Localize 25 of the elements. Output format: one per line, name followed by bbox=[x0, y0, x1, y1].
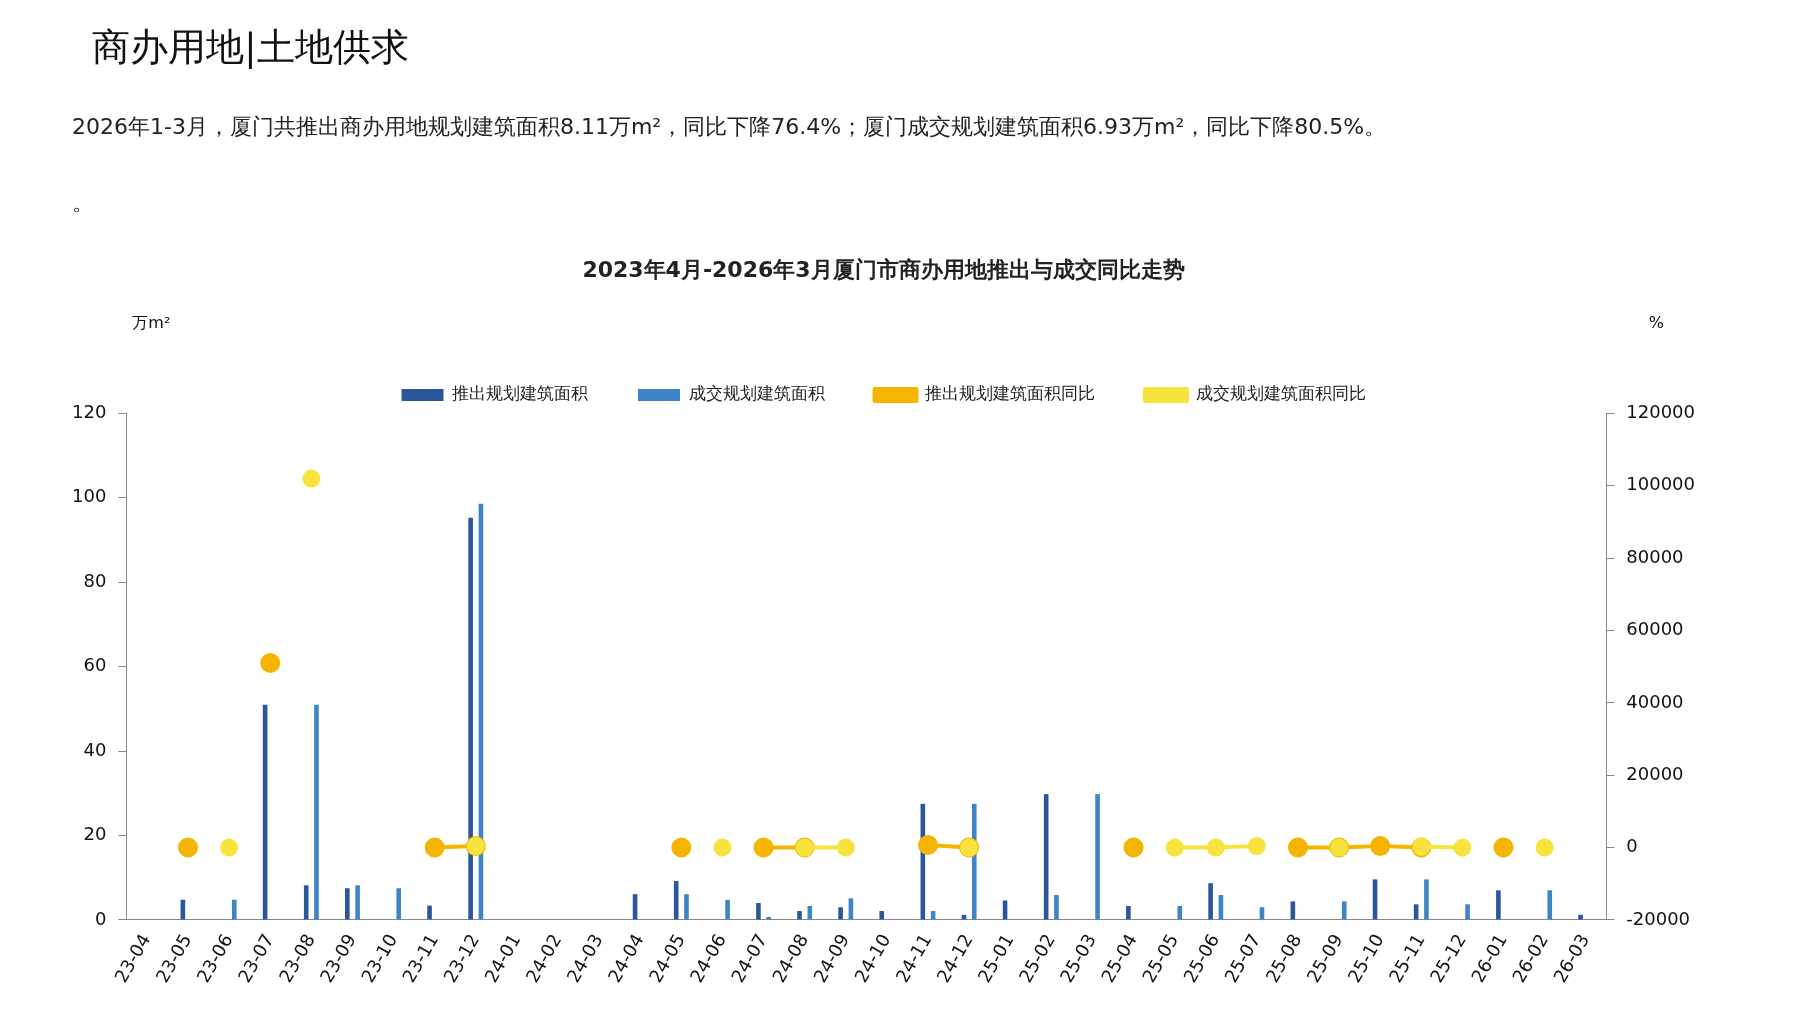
y-tick-label: 100 bbox=[72, 485, 107, 507]
text: 。 bbox=[72, 189, 94, 217]
y-tick-label: 0 bbox=[94, 907, 107, 929]
y-tick-label: 80 bbox=[83, 569, 107, 591]
legend-label: 推出规划建筑面积 bbox=[452, 383, 588, 404]
y-tick-label: 120 bbox=[72, 401, 107, 423]
y2-tick-label: 100000 bbox=[1626, 473, 1696, 495]
text: 商办用地|土地供求 bbox=[92, 24, 409, 71]
legend-label: 成交规划建筑面积同比 bbox=[1195, 383, 1366, 404]
y-axis-title: 万m² bbox=[132, 312, 171, 332]
y2-tick-label: 60000 bbox=[1626, 618, 1684, 640]
y2-tick-label: 80000 bbox=[1626, 545, 1684, 567]
chart-title: 2023年4月-2026年3月厦门市商办用地推出与成交同比走势 bbox=[582, 256, 1185, 282]
legend-label: 推出规划建筑面积同比 bbox=[925, 383, 1095, 404]
y2-tick-label: 120000 bbox=[1626, 401, 1696, 423]
y-tick-label: 60 bbox=[83, 654, 107, 676]
y2-tick-label: -20000 bbox=[1626, 907, 1691, 929]
y2-tick-label: 20000 bbox=[1626, 762, 1684, 784]
y2-axis-title: % bbox=[1648, 312, 1664, 332]
legend-label: 成交规划建筑面积 bbox=[688, 383, 825, 404]
y2-tick-label: 40000 bbox=[1626, 690, 1684, 712]
y-tick-label: 20 bbox=[83, 823, 107, 845]
y2-tick-label: 0 bbox=[1626, 835, 1638, 857]
text: 2026年1-3月，厦门共推出商办用地规划建筑面积8.11万m²，同比下降76.4%；厦门成交规划建筑面积6.93万m²，同比下降80.5%。 bbox=[72, 113, 1387, 141]
y-tick-label: 40 bbox=[83, 738, 107, 760]
